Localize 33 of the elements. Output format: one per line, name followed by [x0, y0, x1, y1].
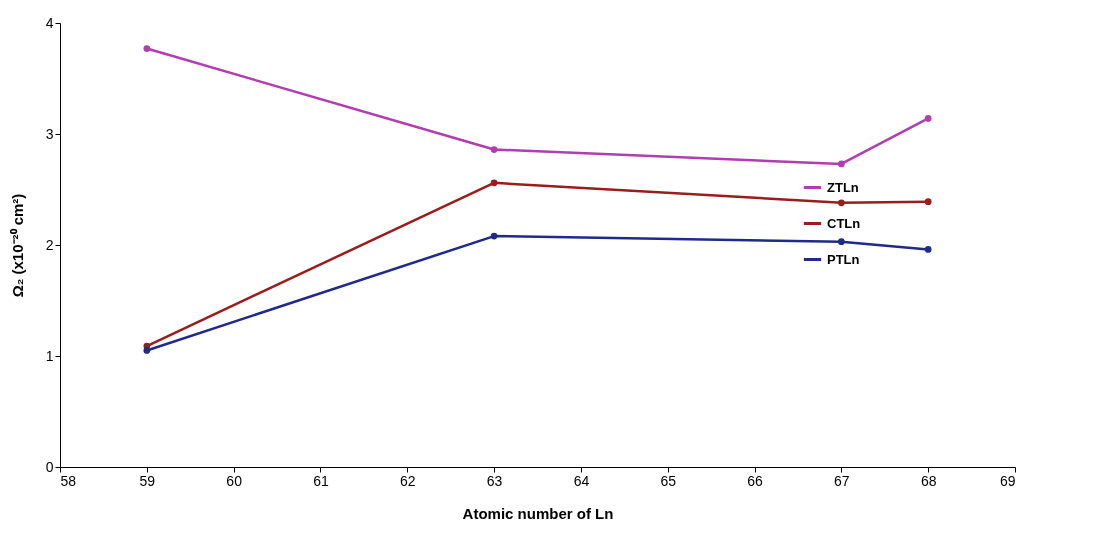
point [924, 198, 932, 206]
point [143, 347, 151, 354]
point [143, 45, 151, 52]
point [490, 232, 498, 240]
y-tick-label: 4 [45, 14, 54, 31]
y-tick-label: 0 [45, 458, 54, 475]
x-tick-label: 60 [226, 472, 243, 489]
x-tick-label: 69 [999, 472, 1016, 489]
point [838, 238, 845, 246]
point [490, 179, 498, 187]
x-tick-label: 61 [313, 472, 329, 489]
x-tick-label: 63 [486, 472, 503, 489]
point [490, 146, 498, 153]
y-tick-label: 2 [45, 236, 54, 253]
point [838, 199, 845, 207]
x-tick-label: 58 [60, 472, 77, 489]
x-tick-label: 65 [660, 472, 677, 489]
y-tick-label: 1 [45, 347, 54, 364]
x-tick-label: 66 [747, 472, 764, 489]
x-tick-label: 68 [920, 472, 937, 489]
y-axis-title: Ω₂ (x10⁻²⁰ cm²) [8, 193, 26, 298]
y-tick-label: 3 [45, 125, 54, 142]
point [924, 115, 932, 122]
x-tick-label: 67 [834, 472, 850, 489]
legend-label: PTLn [827, 251, 860, 267]
point [924, 246, 932, 253]
x-tick-label: 62 [399, 472, 416, 489]
legend-label: ZTLn [827, 179, 859, 195]
x-tick-label: 59 [139, 472, 156, 489]
x-tick-label: 64 [573, 472, 590, 489]
x-axis-title: Atomic number of Ln [462, 504, 614, 522]
legend-label: CTLn [827, 215, 861, 231]
point [838, 160, 845, 168]
